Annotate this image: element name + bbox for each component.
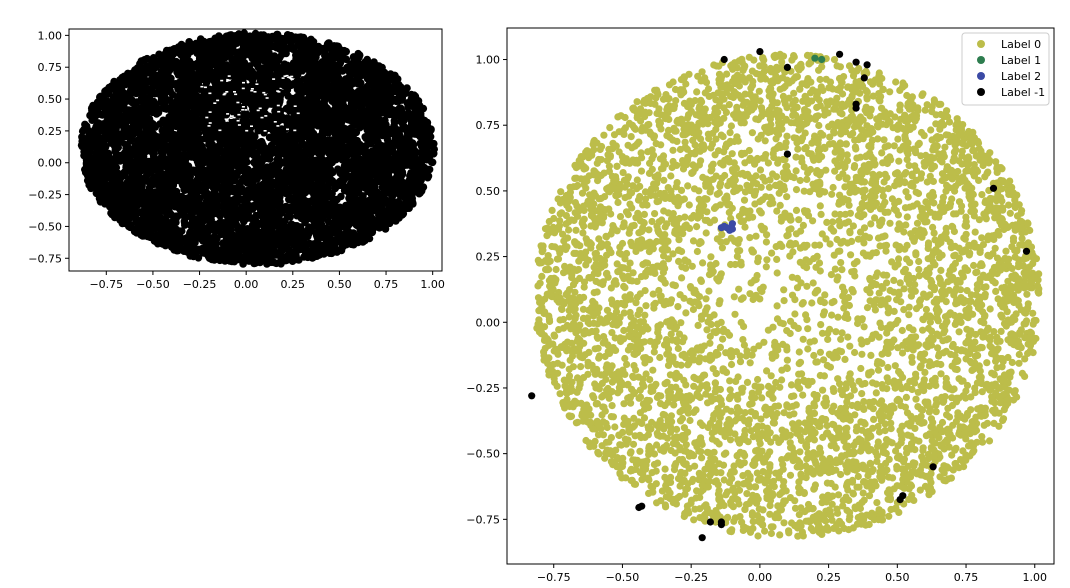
data-point: [283, 86, 292, 94]
data-point: [300, 160, 309, 169]
data-point: [158, 157, 166, 166]
data-point: [344, 83, 353, 92]
data-point: [396, 83, 405, 92]
data-point: [419, 104, 428, 113]
data-point: [303, 37, 312, 45]
data-point: [304, 95, 313, 103]
data-point: [348, 68, 357, 77]
data-point: [172, 62, 181, 70]
data-point: [119, 122, 128, 130]
data-point: [234, 149, 243, 158]
data-point: [333, 121, 341, 129]
data-point: [102, 112, 111, 120]
data-point: [333, 77, 341, 85]
data-point: [318, 243, 327, 251]
data-point: [122, 195, 131, 204]
chart-left-points: [77, 29, 439, 268]
data-point: [206, 47, 215, 56]
data-point: [258, 228, 267, 236]
data-point: [114, 213, 123, 222]
data-point: [312, 100, 320, 108]
data-point: [304, 247, 313, 256]
data-point: [305, 44, 313, 52]
data-point: [389, 76, 398, 85]
data-point: [185, 38, 193, 46]
data-point: [134, 223, 143, 231]
data-point: [268, 244, 277, 253]
data-point: [230, 176, 239, 185]
data-point: [324, 76, 332, 84]
data-point: [335, 108, 344, 117]
data-point: [88, 116, 96, 124]
data-point: [180, 150, 189, 159]
data-point: [270, 52, 279, 60]
data-point: [173, 212, 182, 221]
data-point: [251, 29, 260, 38]
data-point: [285, 211, 294, 219]
data-point: [200, 212, 209, 221]
data-point: [375, 214, 384, 223]
data-point: [78, 133, 86, 141]
data-point: [166, 195, 174, 203]
data-point: [289, 80, 298, 88]
data-point: [91, 153, 99, 162]
data-point: [381, 107, 390, 115]
data-point: [263, 69, 272, 78]
data-point: [180, 217, 189, 226]
data-point: [267, 141, 276, 150]
data-point: [245, 51, 254, 59]
data-point: [133, 201, 142, 210]
data-point: [381, 225, 390, 233]
data-point: [118, 73, 126, 82]
data-point: [257, 88, 266, 96]
data-point: [188, 64, 196, 73]
data-point: [127, 135, 136, 143]
data-point: [357, 226, 366, 235]
data-point: [351, 150, 360, 159]
data-point: [286, 62, 294, 71]
data-point: [148, 180, 156, 188]
data-point: [244, 186, 252, 195]
data-point: [291, 187, 299, 196]
data-point: [369, 199, 377, 207]
data-point: [233, 168, 242, 177]
chart-left: −0.75 −0.50 −0.25 0.00 0.25 0.50 0.75 1.00 −0.7…: [28, 28, 445, 291]
data-point: [234, 163, 242, 171]
data-point: [329, 142, 337, 151]
data-point: [243, 203, 252, 212]
data-point: [159, 126, 168, 135]
data-point: [124, 69, 132, 78]
data-point: [252, 241, 260, 249]
data-point: [354, 236, 362, 244]
data-point: [146, 77, 154, 85]
data-point: [300, 75, 309, 83]
data-point: [253, 231, 262, 240]
data-point: [271, 107, 279, 115]
data-point: [92, 145, 101, 153]
data-point: [171, 81, 180, 89]
data-point: [198, 142, 206, 151]
data-point: [378, 183, 387, 192]
data-point: [324, 218, 333, 226]
data-point: [91, 105, 100, 113]
data-point: [148, 192, 157, 201]
data-point: [289, 248, 298, 257]
data-point: [151, 204, 160, 212]
data-point: [265, 155, 274, 163]
data-point: [398, 96, 406, 104]
data-point: [304, 253, 312, 262]
data-point: [337, 154, 345, 163]
data-point: [403, 126, 412, 134]
data-point: [296, 59, 305, 68]
data-point: [138, 165, 147, 173]
